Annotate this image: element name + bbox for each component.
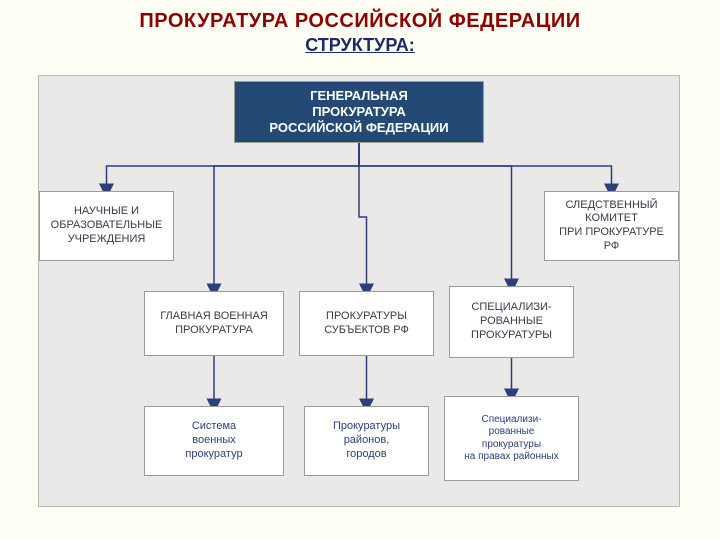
edge-root-subj	[359, 143, 367, 291]
node-invest: СЛЕДСТВЕННЫЙКОМИТЕТПРИ ПРОКУРАТУРЕ РФ	[544, 191, 679, 261]
title-block: ПРОКУРАТУРА РОССИЙСКОЙ ФЕДЕРАЦИИ СТРУКТУ…	[0, 8, 720, 57]
node-edu: НАУЧНЫЕ ИОБРАЗОВАТЕЛЬНЫЕУЧРЕЖДЕНИЯ	[39, 191, 174, 261]
page-subtitle: СТРУКТУРА:	[0, 34, 720, 57]
edge-root-spec	[359, 143, 512, 286]
edge-root-mil	[214, 143, 359, 291]
edge-root-invest	[359, 143, 612, 191]
node-mil: ГЛАВНАЯ ВОЕННАЯПРОКУРАТУРА	[144, 291, 284, 356]
node-subj: ПРОКУРАТУРЫСУБЪЕКТОВ РФ	[299, 291, 434, 356]
page-root: ПРОКУРАТУРА РОССИЙСКОЙ ФЕДЕРАЦИИ СТРУКТУ…	[0, 0, 720, 540]
node-specd: Специализи-рованныепрокуратурына правах …	[444, 396, 579, 481]
org-chart: ГЕНЕРАЛЬНАЯПРОКУРАТУРАРОССИЙСКОЙ ФЕДЕРАЦ…	[38, 75, 680, 507]
node-root: ГЕНЕРАЛЬНАЯПРОКУРАТУРАРОССИЙСКОЙ ФЕДЕРАЦ…	[234, 81, 484, 143]
node-milsys: Системавоенныхпрокуратур	[144, 406, 284, 476]
edge-root-edu	[107, 143, 360, 191]
page-title: ПРОКУРАТУРА РОССИЙСКОЙ ФЕДЕРАЦИИ	[0, 8, 720, 34]
node-spec: СПЕЦИАЛИЗИ-РОВАННЫЕПРОКУРАТУРЫ	[449, 286, 574, 358]
node-dist: Прокуратурырайонов,городов	[304, 406, 429, 476]
